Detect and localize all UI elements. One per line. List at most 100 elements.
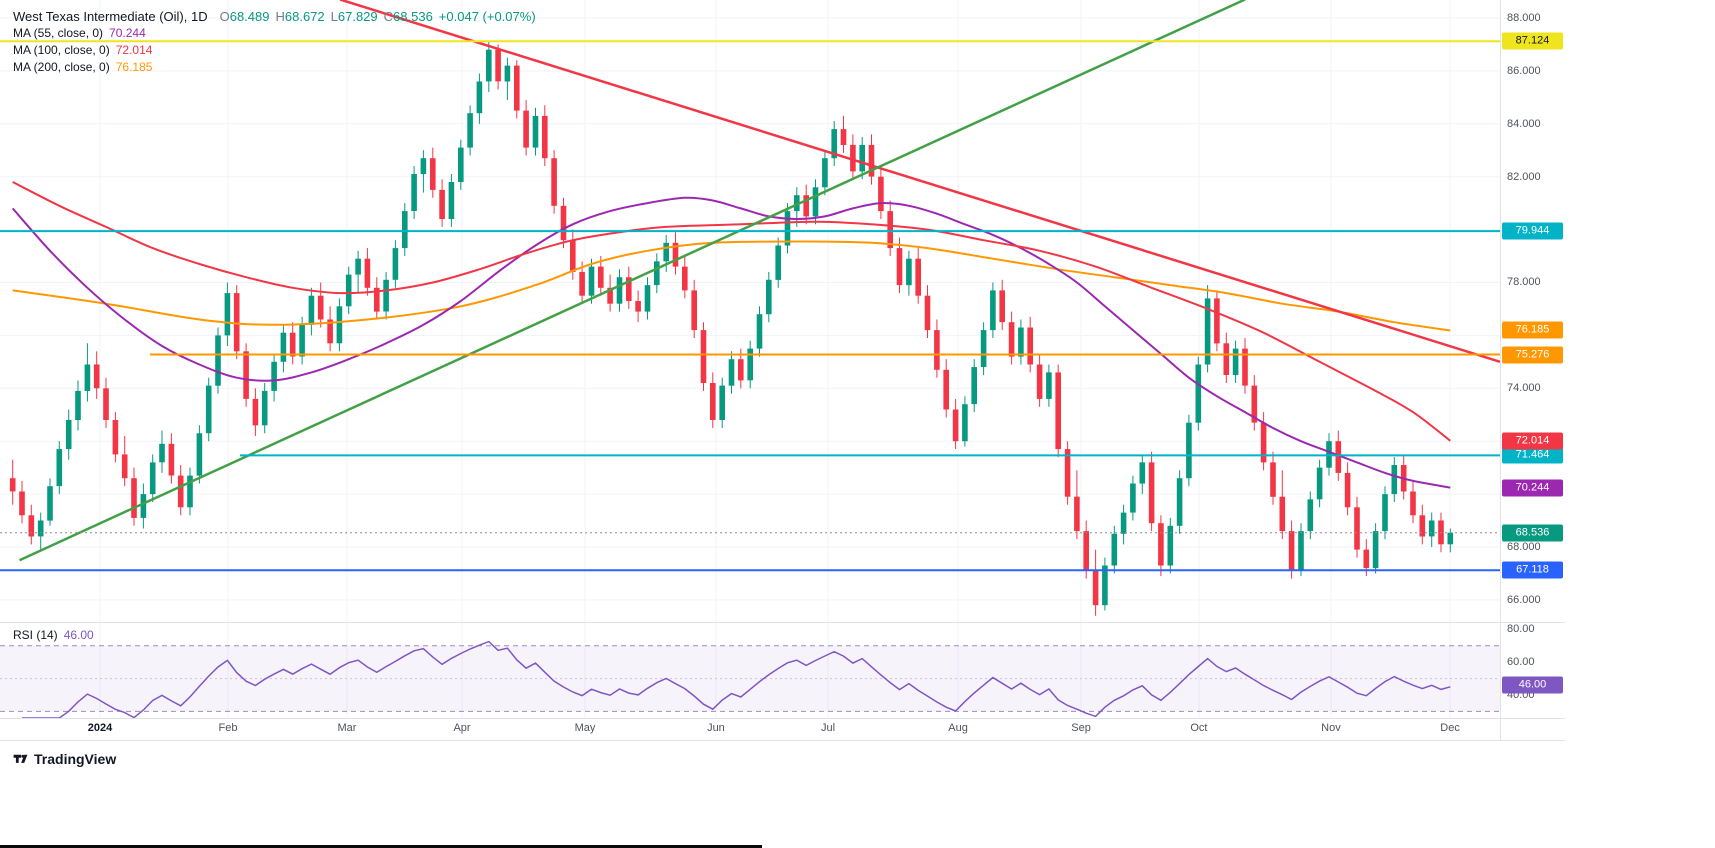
candle-body	[1354, 507, 1360, 550]
time-axis-label: Jun	[707, 722, 725, 734]
candle-body	[523, 110, 529, 148]
ma200-legend-row[interactable]: MA (200, close, 0) 76.185	[13, 59, 536, 76]
rsi-tick-label: 80.00	[1507, 623, 1535, 636]
rsi-label: RSI (14)	[13, 628, 58, 642]
candle-body	[224, 293, 231, 336]
candle-body	[1279, 496, 1286, 532]
candle-body	[794, 195, 800, 212]
price-tick-label: 78.000	[1507, 276, 1541, 289]
ma-200-line[interactable]	[12, 240, 1451, 332]
close-value: 68.536	[393, 9, 433, 24]
candle-body	[999, 290, 1005, 323]
symbol-legend: West Texas Intermediate (Oil), 1D O68.489…	[13, 8, 536, 76]
symbol-title[interactable]: West Texas Intermediate (Oil), 1D	[13, 9, 208, 24]
candle-body	[103, 388, 109, 420]
candle-body	[934, 330, 940, 370]
candle-body	[1102, 565, 1108, 606]
candle-body	[728, 359, 735, 386]
tradingview-branding[interactable]: TradingView	[12, 750, 116, 767]
close-label: C	[383, 9, 394, 24]
tradingview-logo-icon	[13, 754, 28, 763]
candle-body	[345, 274, 352, 307]
candle-body	[514, 65, 520, 111]
candle-body	[355, 258, 361, 275]
candle-body	[943, 369, 949, 410]
candle-body	[803, 195, 809, 217]
rsi-line[interactable]	[22, 640, 1451, 719]
candle-body	[374, 287, 380, 312]
candle-body	[1372, 531, 1379, 569]
candle-body	[1195, 364, 1202, 423]
time-axis-label: Oct	[1190, 722, 1208, 734]
candle-body	[1074, 496, 1080, 532]
candle-body	[1382, 494, 1388, 532]
rsi-legend-row[interactable]: RSI (14) 46.00	[13, 628, 94, 642]
ma100-legend-row[interactable]: MA (100, close, 0) 72.014	[13, 42, 536, 59]
candle-body	[831, 129, 837, 159]
candle-body	[738, 359, 744, 381]
main-pane[interactable]	[9, 0, 1500, 616]
candle-body	[906, 258, 912, 286]
candle-body	[1344, 472, 1351, 508]
candle-body	[1242, 348, 1248, 386]
price-tick-label: 82.000	[1507, 170, 1541, 183]
time-axis-label: Nov	[1321, 722, 1341, 734]
price-tick-label: 86.000	[1507, 64, 1541, 77]
pane-separator[interactable]	[0, 622, 1565, 623]
candle-body	[1120, 512, 1127, 534]
ma55-legend-row[interactable]: MA (55, close, 0) 70.244	[13, 25, 536, 42]
time-axis-label: 2024	[87, 722, 113, 734]
candle-body	[607, 287, 613, 304]
trendline-ascending-support[interactable]	[18, 0, 1246, 562]
trendline-descending-resistance[interactable]	[339, 0, 1500, 363]
candle-body	[1363, 549, 1370, 569]
candle-body	[1139, 462, 1146, 484]
candle-body	[1167, 525, 1174, 566]
candle-body	[1410, 491, 1416, 516]
candle-body	[1419, 515, 1426, 537]
ma200-label: MA (200, close, 0)	[13, 60, 110, 74]
candle-body	[1008, 322, 1015, 357]
candle-body	[588, 266, 595, 296]
candle-body	[784, 211, 791, 246]
symbol-ohlc-row[interactable]: West Texas Intermediate (Oil), 1D O68.489…	[13, 8, 536, 25]
candle-body	[980, 330, 987, 368]
candle-body	[915, 258, 921, 296]
price-axis-border	[1500, 0, 1501, 740]
ma-55-line[interactable]	[11, 196, 1451, 489]
candle-body	[495, 49, 501, 82]
candle-body	[859, 144, 865, 172]
time-axis-label: Aug	[948, 722, 968, 734]
bottom-divider	[0, 845, 762, 848]
candle-body	[812, 187, 819, 217]
change-value: +0.047 (+0.07%)	[438, 9, 536, 24]
price-badge-ma: 76.185	[1502, 321, 1563, 339]
price-tick-label: 84.000	[1507, 117, 1541, 130]
candle-body	[635, 301, 641, 312]
candle-body	[47, 486, 53, 521]
candle-body	[654, 261, 660, 286]
candle-body	[868, 144, 875, 177]
candle-body	[336, 306, 343, 344]
candle-body	[458, 147, 464, 182]
open-value: 68.489	[229, 9, 270, 24]
candle-body	[1214, 298, 1220, 344]
candle-body	[149, 462, 156, 495]
candle-body	[261, 390, 268, 426]
candle-body	[168, 443, 175, 476]
ma-100-line[interactable]	[12, 181, 1451, 442]
candle-body	[243, 351, 249, 399]
candle-body	[1027, 327, 1033, 365]
candle-body	[1204, 298, 1211, 365]
candle-body	[700, 330, 707, 383]
price-badge-level: 71.464	[1502, 446, 1563, 464]
candle-body	[392, 248, 399, 280]
candle-body	[962, 404, 968, 442]
candle-body	[271, 361, 277, 391]
candle-body	[1111, 533, 1118, 566]
candle-body	[308, 295, 315, 325]
time-axis-label: Dec	[1440, 722, 1460, 734]
candle-body	[1018, 327, 1024, 357]
